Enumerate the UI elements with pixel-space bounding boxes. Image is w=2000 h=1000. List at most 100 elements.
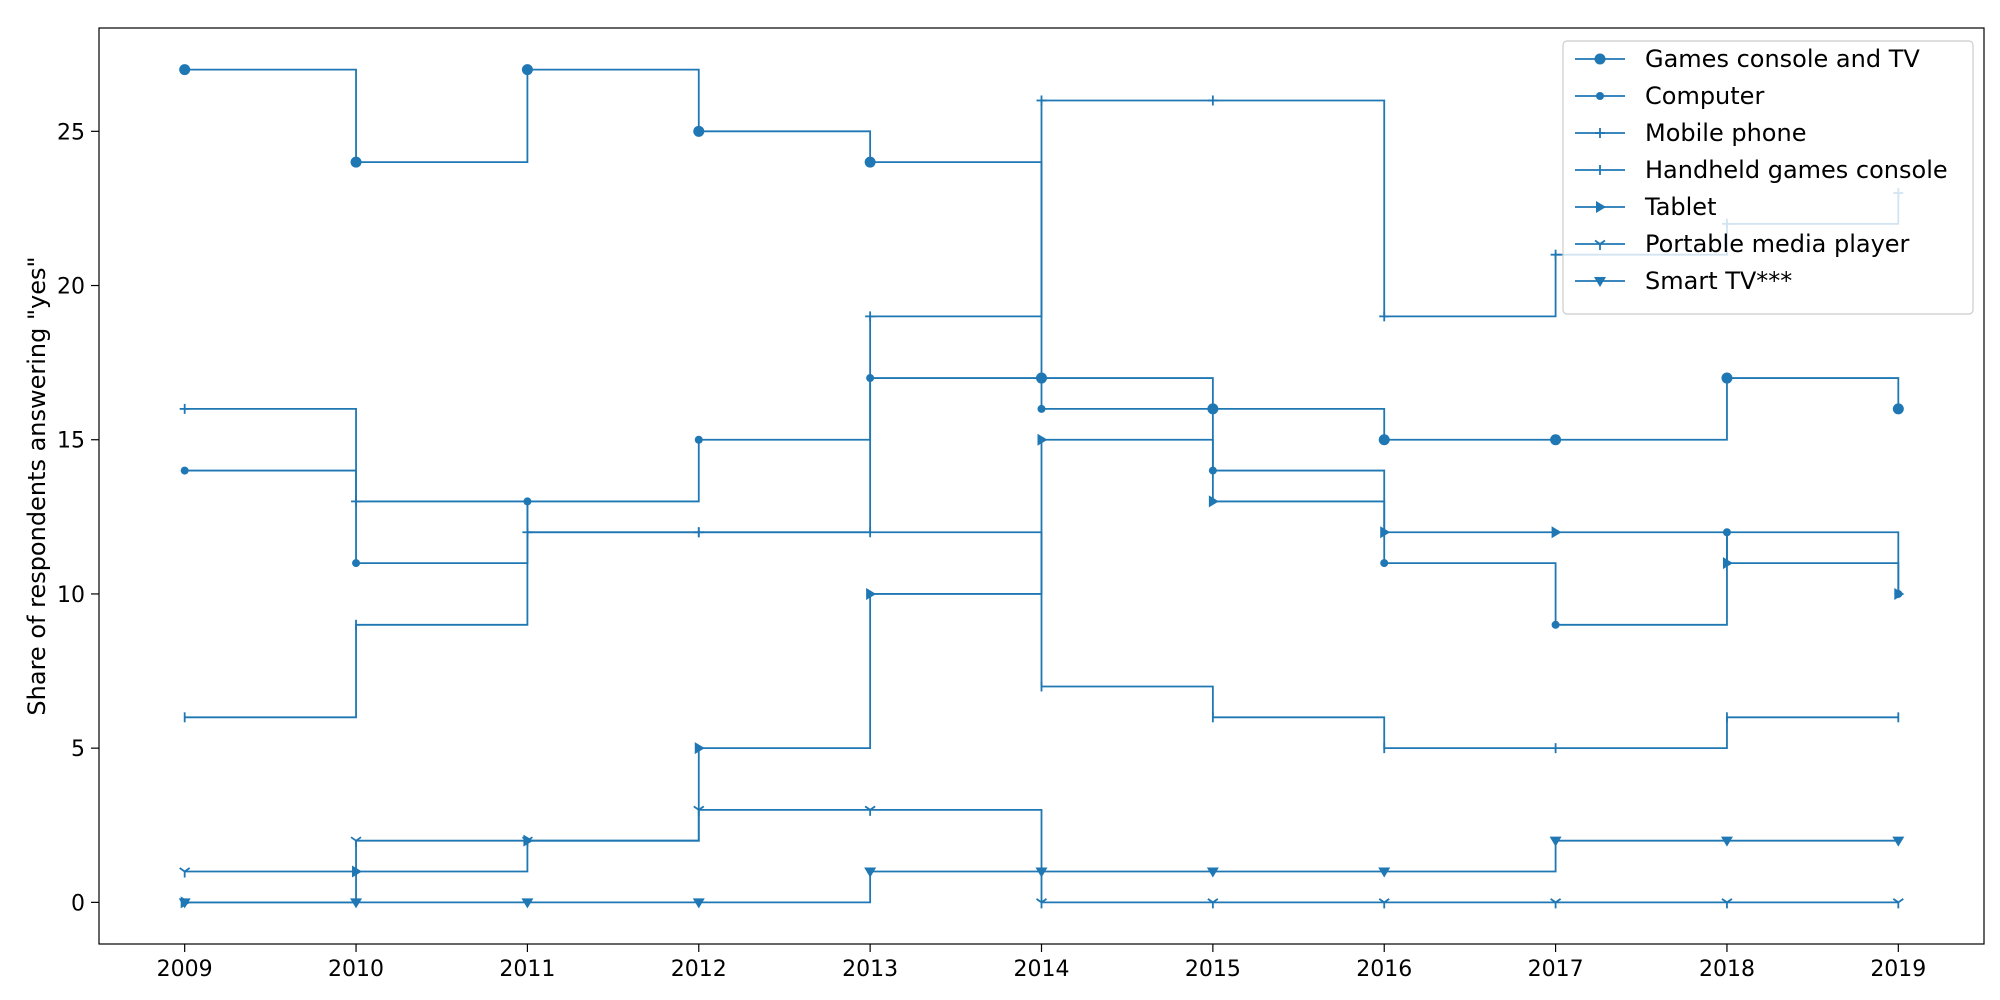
point-smart-tv-2017 xyxy=(1549,836,1562,847)
point-games-console-and-tv-2009 xyxy=(179,64,191,76)
point-smart-tv-2014 xyxy=(1035,867,1048,878)
point-games-console-and-tv-2015 xyxy=(1207,403,1219,415)
x-tick-label: 2009 xyxy=(157,957,213,982)
series-line-portable-media-player xyxy=(184,808,1899,904)
legend-item-smart-tv: Smart TV*** xyxy=(1575,267,1792,295)
point-smart-tv-2016 xyxy=(1378,867,1391,878)
legend-item-mobile-phone: Mobile phone xyxy=(1575,119,1806,147)
point-games-console-and-tv-2010 xyxy=(350,156,362,168)
legend-marker-tablet xyxy=(1596,201,1606,213)
point-smart-tv-2015 xyxy=(1206,867,1219,878)
legend: Games console and TV Computer Mobile phone… xyxy=(1562,40,1974,315)
y-tick-label: 0 xyxy=(71,891,85,916)
x-axis: 2009 2010 2011 2012 2013 2014 2015 2016 2017 2018… xyxy=(157,944,1926,982)
legend-label: Mobile phone xyxy=(1645,119,1806,147)
legend-label: Handheld games console xyxy=(1645,156,1948,184)
point-portable-media-player-2016 xyxy=(1378,898,1390,909)
point-tablet-2015 xyxy=(1208,495,1219,508)
point-computer-2013 xyxy=(866,374,875,383)
point-games-console-and-tv-2011 xyxy=(521,64,533,76)
legend-label: Portable media player xyxy=(1645,230,1910,258)
point-computer-2015 xyxy=(1208,466,1217,475)
legend-marker-computer xyxy=(1596,92,1604,100)
point-tablet-2014 xyxy=(1037,433,1048,446)
point-portable-media-player-2014 xyxy=(1035,898,1048,909)
y-tick-label: 10 xyxy=(57,583,85,608)
x-tick-label: 2010 xyxy=(328,957,384,982)
legend-label: Games console and TV xyxy=(1645,45,1920,73)
point-games-console-and-tv-2017 xyxy=(1550,434,1562,446)
point-mobile-phone-2010 xyxy=(351,496,362,507)
y-tick-label: 5 xyxy=(71,737,85,762)
y-axis-title: Share of respondents answering "yes" xyxy=(23,256,51,715)
legend-box xyxy=(1562,40,1974,315)
series-line-tablet xyxy=(184,438,1900,904)
point-tablet-2017 xyxy=(1551,526,1562,539)
legend-item-games-console-and-tv: Games console and TV xyxy=(1575,45,1920,73)
point-games-console-and-tv-2016 xyxy=(1378,434,1390,446)
legend-marker-games-console-and-tv xyxy=(1594,53,1606,65)
point-mobile-phone-2013 xyxy=(865,311,876,322)
x-tick-label: 2016 xyxy=(1356,957,1412,982)
legend-item-handheld-games-console: Handheld games console xyxy=(1575,156,1948,184)
point-mobile-phone-2015 xyxy=(1207,95,1218,106)
x-tick-label: 2015 xyxy=(1185,957,1241,982)
point-computer-2018 xyxy=(1722,528,1731,537)
point-mobile-phone-2017 xyxy=(1550,249,1561,260)
point-smart-tv-2019 xyxy=(1892,836,1905,847)
point-computer-2017 xyxy=(1551,620,1560,629)
y-axis: 0 5 10 15 20 25 xyxy=(57,120,99,916)
y-tick-label: 15 xyxy=(57,429,85,454)
point-mobile-phone-2009 xyxy=(179,403,190,414)
point-portable-media-player-2009 xyxy=(179,867,191,878)
point-portable-media-player-2013 xyxy=(864,805,876,816)
point-tablet-2019 xyxy=(1894,587,1905,600)
point-smart-tv-2010 xyxy=(350,898,363,909)
point-computer-2010 xyxy=(352,559,361,568)
point-portable-media-player-2018 xyxy=(1721,898,1733,909)
point-portable-media-player-2012 xyxy=(693,805,705,816)
point-mobile-phone-2014 xyxy=(1036,95,1047,106)
x-tick-label: 2013 xyxy=(842,957,898,982)
point-games-console-and-tv-2018 xyxy=(1721,372,1733,384)
point-smart-tv-2013 xyxy=(864,867,877,878)
legend-marker-smart-tv xyxy=(1594,277,1606,287)
point-computer-2014 xyxy=(1037,404,1046,413)
x-tick-label: 2018 xyxy=(1699,957,1755,982)
point-tablet-2013 xyxy=(866,587,877,600)
point-smart-tv-2012 xyxy=(692,898,705,909)
point-tablet-2016 xyxy=(1380,526,1391,539)
x-tick-label: 2017 xyxy=(1528,957,1584,982)
point-portable-media-player-2017 xyxy=(1550,898,1562,909)
legend-marker-portable-media-player xyxy=(1594,239,1606,250)
point-portable-media-player-2019 xyxy=(1892,898,1904,909)
point-computer-2016 xyxy=(1380,559,1389,568)
point-games-console-and-tv-2012 xyxy=(693,125,705,137)
point-tablet-2012 xyxy=(694,742,705,755)
point-mobile-phone-2016 xyxy=(1379,311,1390,322)
point-portable-media-player-2015 xyxy=(1207,898,1219,909)
point-portable-media-player-2011 xyxy=(521,836,533,847)
point-games-console-and-tv-2013 xyxy=(864,156,876,168)
point-tablet-2010 xyxy=(352,865,363,878)
y-tick-label: 20 xyxy=(57,275,85,300)
point-games-console-and-tv-2014 xyxy=(1036,372,1047,384)
point-portable-media-player-2010 xyxy=(350,836,362,847)
x-tick-label: 2019 xyxy=(1870,957,1926,982)
point-smart-tv-2009 xyxy=(178,898,191,909)
point-smart-tv-2011 xyxy=(521,898,534,909)
point-tablet-2018 xyxy=(1722,557,1733,570)
legend-label: Smart TV*** xyxy=(1645,267,1792,295)
x-tick-label: 2011 xyxy=(499,957,555,982)
point-computer-2009 xyxy=(180,466,189,475)
x-tick-label: 2012 xyxy=(671,957,727,982)
legend-marker-mobile-phone xyxy=(1595,128,1605,138)
y-tick-label: 25 xyxy=(57,120,85,145)
legend-item-tablet: Tablet xyxy=(1575,193,1716,221)
point-games-console-and-tv-2019 xyxy=(1892,403,1904,415)
legend-item-portable-media-player: Portable media player xyxy=(1575,230,1910,258)
legend-label: Tablet xyxy=(1644,193,1716,221)
legend-label: Computer xyxy=(1645,82,1764,110)
